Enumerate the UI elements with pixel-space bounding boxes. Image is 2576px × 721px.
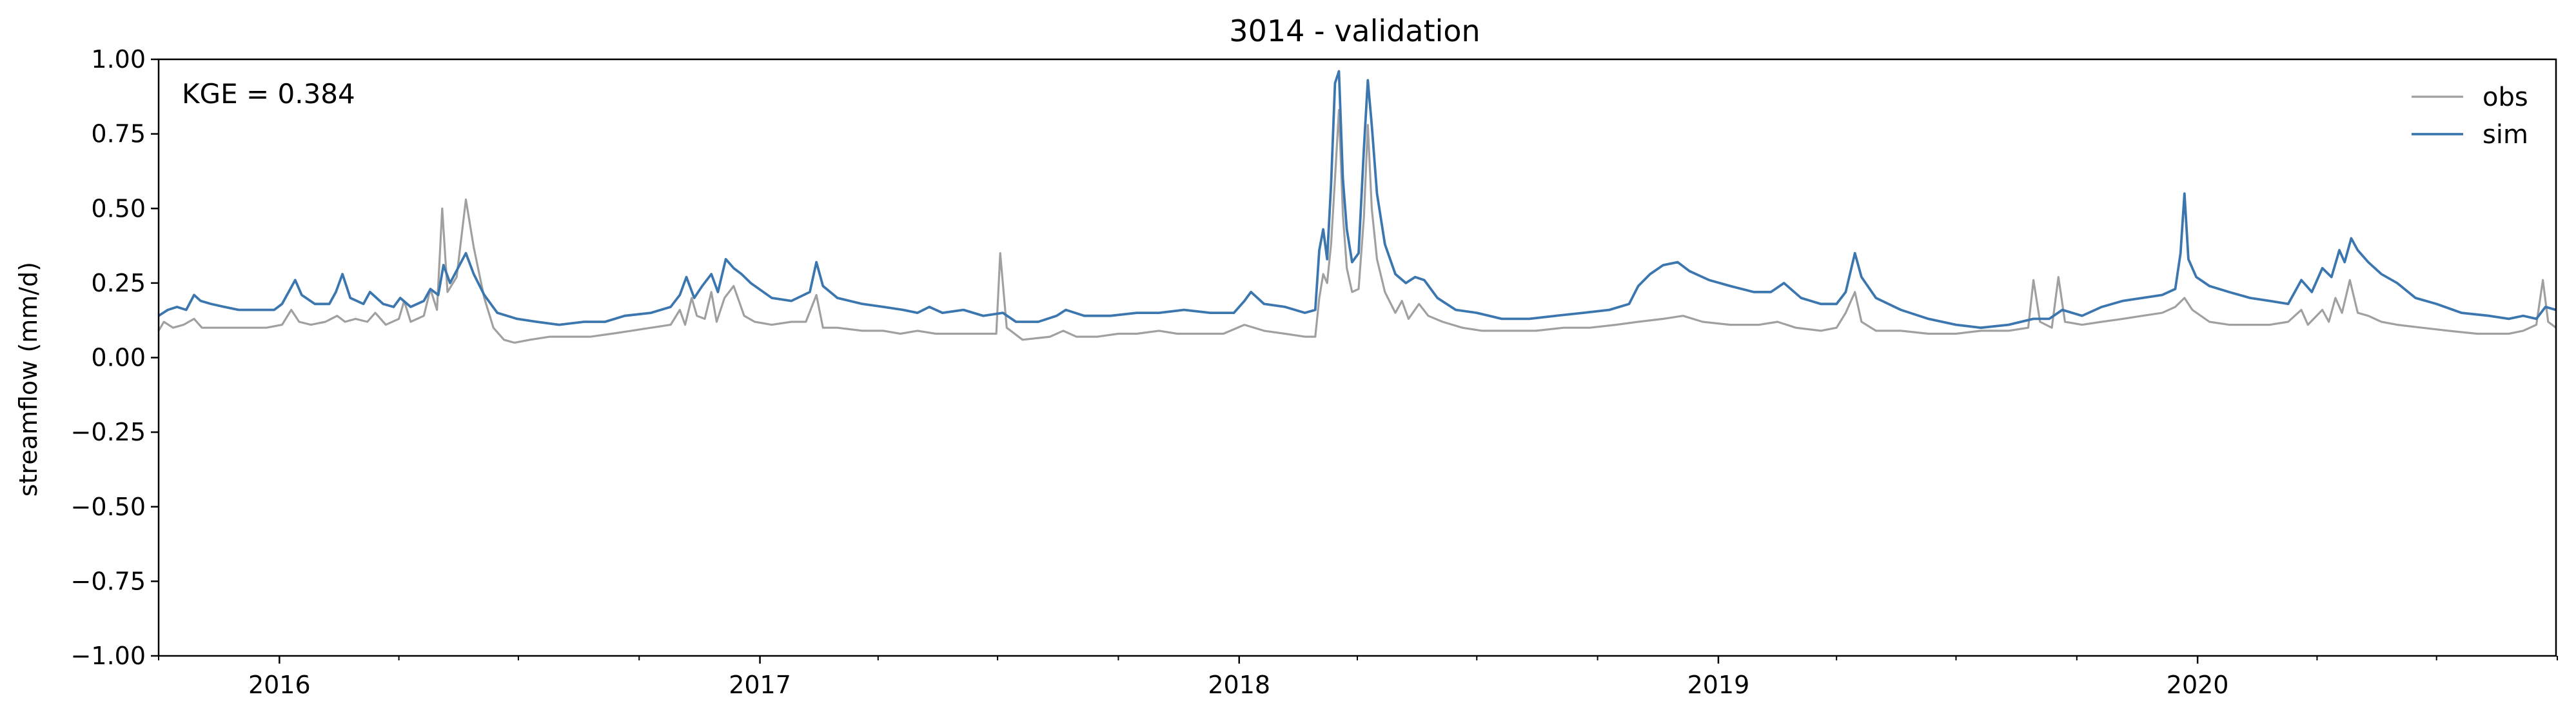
- y-axis: −1.00 −0.75 −0.50 −0.25 0.00 0.25 0.50 0.75 1.00: [71, 45, 159, 670]
- plot-frame: [157, 58, 2557, 657]
- legend-label-sim: sim: [2483, 120, 2528, 150]
- y-tick-label: 0.50: [91, 194, 146, 222]
- x-tick-label: 2016: [248, 671, 311, 699]
- series-line-sim: [157, 70, 2557, 330]
- x-tick-label: 2018: [1208, 671, 1270, 699]
- y-tick-label: −0.75: [71, 567, 146, 595]
- x-tick-label: 2020: [2167, 671, 2229, 699]
- y-axis-label: streamflow (mm/d): [14, 262, 43, 497]
- y-tick-label: −0.50: [71, 493, 146, 521]
- y-tick-label: −0.25: [71, 418, 146, 446]
- series-layer: [157, 70, 2557, 344]
- series-line-obs: [157, 109, 2557, 344]
- kge-annotation: KGE = 0.384: [182, 78, 355, 110]
- x-tick-label: 2019: [1687, 671, 1750, 699]
- y-tick-label: 0.00: [91, 344, 146, 372]
- chart-title: 3014 - validation: [1229, 14, 1480, 48]
- x-axis: 2016 2017 2018 2019 2020: [158, 656, 2559, 699]
- legend-label-obs: obs: [2483, 83, 2528, 112]
- y-tick-label: 0.75: [91, 120, 146, 148]
- y-tick-label: 1.00: [91, 45, 146, 74]
- y-tick-label: −1.00: [71, 642, 146, 670]
- x-tick-label: 2017: [729, 671, 791, 699]
- y-tick-label: 0.25: [91, 269, 146, 297]
- legend: obs sim: [2412, 83, 2528, 150]
